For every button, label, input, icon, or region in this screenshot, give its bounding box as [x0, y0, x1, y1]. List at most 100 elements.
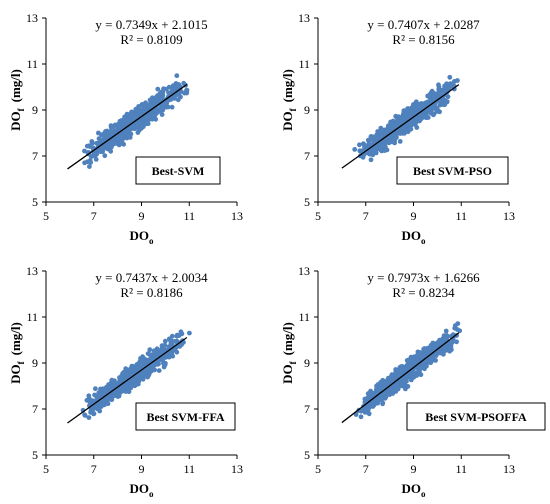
- data-point: [110, 384, 116, 390]
- x-tick-label: 9: [139, 209, 145, 223]
- x-axis-title-main: DO: [402, 228, 422, 243]
- x-tick-label: 11: [455, 209, 467, 223]
- data-point: [142, 358, 148, 364]
- data-point: [361, 141, 366, 147]
- data-point: [425, 115, 431, 120]
- data-point: [433, 105, 439, 111]
- data-point: [394, 135, 399, 140]
- y-axis-title: DOf (mg/l): [280, 69, 298, 131]
- data-point: [383, 381, 389, 387]
- data-point: [108, 148, 114, 154]
- x-tick-label: 9: [139, 462, 145, 476]
- data-point: [357, 142, 362, 148]
- y-tick-label: 5: [32, 195, 38, 209]
- data-point: [126, 371, 132, 377]
- data-point: [449, 340, 455, 345]
- r-squared-label: R² = 0.8234: [392, 285, 455, 300]
- data-point: [187, 330, 192, 336]
- model-label-box: [135, 402, 236, 431]
- data-point: [137, 358, 143, 364]
- data-point: [430, 357, 436, 363]
- x-tick-label: 9: [411, 462, 417, 476]
- data-point: [128, 376, 133, 382]
- data-point: [422, 346, 427, 351]
- x-axis-title-subscript: o: [149, 489, 154, 499]
- data-point: [443, 328, 449, 334]
- data-point: [394, 121, 399, 126]
- y-tick-label: 9: [32, 356, 38, 370]
- data-point: [166, 354, 172, 360]
- data-point: [154, 348, 160, 354]
- y-axis-title-subscript: f: [288, 107, 298, 111]
- data-point: [400, 126, 405, 132]
- y-axis-title-unit: (mg/l): [280, 69, 295, 102]
- data-point: [442, 336, 447, 342]
- data-point: [181, 80, 187, 86]
- data-point: [352, 147, 358, 152]
- data-point: [399, 117, 405, 123]
- y-tick-label: 5: [304, 195, 310, 209]
- data-point: [377, 394, 383, 399]
- data-point: [108, 123, 114, 128]
- data-point: [374, 144, 379, 150]
- data-point: [150, 366, 156, 372]
- model-label-box: [406, 402, 546, 431]
- data-point: [451, 86, 457, 92]
- y-axis-title-unit: (mg/l): [8, 69, 23, 102]
- data-point: [150, 363, 155, 368]
- data-point: [457, 328, 463, 334]
- y-tick-label: 9: [304, 103, 310, 117]
- data-point: [399, 382, 405, 388]
- y-axis-title-unit: (mg/l): [8, 322, 23, 355]
- data-point: [114, 136, 120, 141]
- data-point: [404, 378, 409, 384]
- data-point: [422, 113, 427, 118]
- data-point: [366, 411, 372, 417]
- data-point: [428, 93, 433, 99]
- x-tick-label: 11: [183, 209, 195, 223]
- data-point: [119, 374, 125, 380]
- x-axis-title: DOo: [402, 481, 427, 499]
- data-point: [184, 87, 190, 93]
- data-point: [169, 104, 175, 110]
- data-point: [381, 392, 386, 398]
- data-point: [431, 345, 436, 351]
- data-point: [160, 90, 166, 95]
- y-axis-title-subscript: f: [16, 360, 26, 364]
- x-axis-title: DOo: [130, 228, 155, 246]
- data-point: [82, 413, 88, 418]
- data-point: [406, 358, 412, 364]
- y-axis-title-main: DO: [8, 364, 23, 384]
- y-tick-label: 13: [26, 264, 38, 278]
- data-point: [135, 130, 141, 135]
- data-point: [166, 84, 172, 90]
- data-point: [87, 158, 93, 163]
- data-point: [155, 361, 161, 367]
- data-point: [397, 131, 403, 136]
- data-point: [395, 385, 401, 391]
- x-axis-title-main: DO: [402, 481, 422, 496]
- data-point: [370, 152, 376, 158]
- data-point: [362, 145, 367, 150]
- data-point: [455, 321, 461, 326]
- trendline-equation: y = 0.7437x + 2.0034: [95, 270, 208, 285]
- x-tick-label: 7: [363, 462, 369, 476]
- data-point: [89, 139, 95, 144]
- data-point: [86, 415, 92, 420]
- y-tick-label: 11: [298, 57, 310, 71]
- y-axis-title-main: DO: [280, 111, 295, 131]
- y-tick-label: 7: [32, 402, 38, 416]
- data-point: [368, 157, 374, 163]
- data-point: [161, 86, 166, 92]
- data-point: [411, 374, 417, 380]
- data-point: [134, 362, 140, 367]
- data-point: [368, 134, 374, 139]
- x-tick-label: 7: [91, 462, 97, 476]
- data-point: [119, 118, 124, 123]
- data-point: [360, 407, 366, 413]
- y-axis-title-main: DO: [280, 364, 295, 384]
- data-point: [421, 102, 427, 108]
- data-point: [145, 351, 151, 356]
- trendline-equation: y = 0.7349x + 2.1015: [95, 17, 207, 32]
